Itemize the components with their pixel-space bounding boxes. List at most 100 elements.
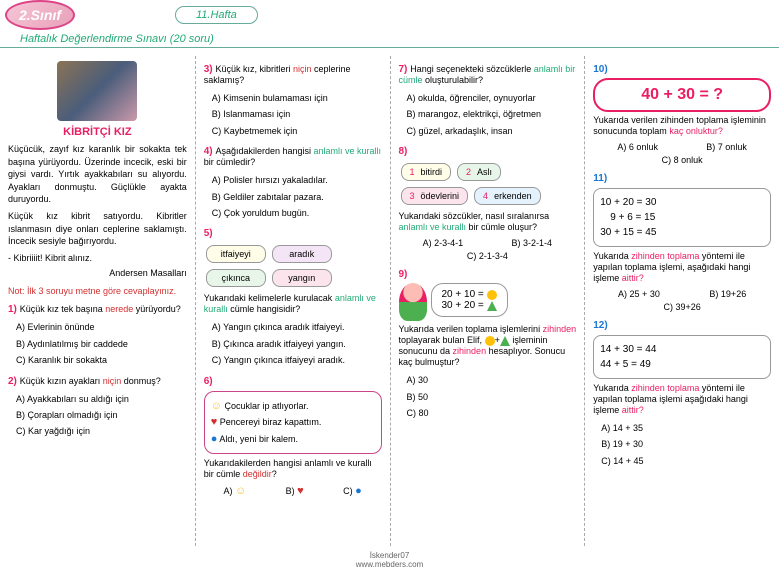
q8-options-ab: A) 2-3-4-1 B) 3-2-1-4 (399, 238, 577, 248)
question-8: 8) 1bitirdi 2Aslı 3ödevlerini 4erkenden … (399, 146, 577, 261)
q4-options: A) Polisler hırsızı yakaladılar. B) Geld… (212, 173, 382, 220)
q9-options: A) 30 B) 50 C) 80 (407, 373, 577, 420)
q6-opt-c: C) ● (343, 485, 362, 497)
subtitle: Haftalık Değerlendirme Sınavı (20 soru) (20, 33, 779, 45)
q4-opt-a: A) Polisler hırsızı yakaladılar. (212, 173, 382, 187)
q2-options: A) Ayakkabıları su aldığı için B) Çorapl… (16, 392, 187, 439)
q5-w4: yangın (272, 269, 332, 287)
question-3: 3) Küçük kız, kibritleri niçin ceplerine… (204, 64, 382, 138)
q5-num: 5) (204, 228, 213, 239)
q10-expr: 40 + 30 = ? (593, 78, 771, 112)
q3-opt-a: A) Kimsenin bulamaması için (212, 91, 382, 105)
q4-opt-c: C) Çok yoruldum bugün. (212, 206, 382, 220)
q9-opt-b: B) 50 (407, 390, 577, 404)
story-title: KİBRİTÇİ KIZ (8, 126, 187, 138)
column-1: KİBRİTÇİ KIZ Küçücük, zayıf kız karanlık… (0, 56, 195, 546)
q1-opt-c: C) Karanlık bir sokakta (16, 353, 187, 367)
header: 2.Sınıf 11.Hafta (0, 0, 779, 30)
q6-text: Yukarıdakilerden hangisi anlamlı ve kura… (204, 458, 372, 479)
q1-options: A) Evlerinin önünde B) Aydınlatılmış bir… (16, 320, 187, 367)
q3-text: Küçük kız, kibritleri niçin ceplerine sa… (204, 64, 351, 85)
story-p1: Küçücük, zayıf kız karanlık bir sokakta … (8, 143, 187, 206)
q7-opt-a: A) okulda, öğrenciler, oynuyorlar (407, 91, 577, 105)
q6-num: 6) (204, 376, 213, 387)
q9-speech: 20 + 10 = 30 + 20 = (431, 283, 508, 317)
q3-opt-b: B) Islanmaması için (212, 107, 382, 121)
q12-l1: 14 + 30 = 44 (600, 342, 764, 357)
q8-opt-a: A) 2-3-4-1 (423, 238, 464, 248)
q6-box: ☺ Çocuklar ip atlıyorlar. ♥ Pencereyi bi… (204, 391, 382, 455)
q7-options: A) okulda, öğrenciler, oynuyorlar B) mar… (407, 91, 577, 138)
q12-opt-b: B) 19 + 30 (601, 437, 771, 451)
q2-opt-b: B) Çorapları olmadığı için (16, 408, 187, 422)
q6-options: A) ☺ B) ♥ C) ● (204, 485, 382, 497)
q8-opt-b: B) 3-2-1-4 (512, 238, 553, 248)
q5-options: A) Yangın çıkınca aradık itfaiyeyi. B) Ç… (212, 320, 382, 367)
question-1: 1) Küçük kız tek başına nerede yürüyordu… (8, 304, 187, 367)
question-4: 4) Aşağıdakilerden hangisi anlamlı ve ku… (204, 146, 382, 220)
q9-l2: 30 + 20 = (442, 300, 497, 311)
q5-w1: itfaiyeyi (206, 245, 266, 263)
q6-opt-a: A) ☺ (223, 485, 246, 497)
footer-url: www.mebders.com (0, 560, 779, 569)
q2-num: 2) (8, 376, 17, 387)
q8-w2: 2Aslı (457, 163, 501, 181)
q9-l1: 20 + 10 = (442, 289, 497, 300)
q8-words: 1bitirdi 2Aslı 3ödevlerini 4erkenden (399, 161, 577, 207)
question-5: 5) itfaiyeyi aradık çıkınca yangın Yukar… (204, 228, 382, 367)
triangle-icon (487, 301, 497, 311)
q6-l1: ☺ Çocuklar ip atlıyorlar. (211, 398, 375, 415)
q7-text: Hangi seçenekteki sözcüklerle anlamlı bi… (399, 64, 576, 85)
column-4: 10) 40 + 30 = ? Yukarıda verilen zihinde… (584, 56, 779, 546)
q5-words: itfaiyeyi aradık çıkınca yangın (204, 243, 382, 289)
question-9: 9) 20 + 10 = 30 + 20 = Yukarıda verilen … (399, 269, 577, 420)
q1-opt-b: B) Aydınlatılmış bir caddede (16, 337, 187, 351)
q12-l2: 44 + 5 = 49 (600, 357, 764, 372)
q11-l2: 9 + 6 = 15 (600, 210, 764, 225)
q7-opt-c: C) güzel, arkadaşlık, insan (407, 124, 577, 138)
q11-l1: 10 + 20 = 30 (600, 195, 764, 210)
q8-w4: 4erkenden (474, 187, 541, 205)
q10-options-ab: A) 6 onluk B) 7 onluk (593, 142, 771, 152)
q6-l2: ♥ Pencereyi biraz kapattım. (211, 414, 375, 431)
q11-l3: 30 + 15 = 45 (600, 225, 764, 240)
q5-opt-a: A) Yangın çıkınca aradık itfaiyeyi. (212, 320, 382, 334)
q12-options: A) 14 + 35 B) 19 + 30 C) 14 + 45 (601, 421, 771, 468)
q5-w3: çıkınca (206, 269, 266, 287)
q9-visual: 20 + 10 = 30 + 20 = (399, 283, 577, 321)
q11-box: 10 + 20 = 30 9 + 6 = 15 30 + 15 = 45 (593, 188, 771, 247)
q3-options: A) Kimsenin bulamaması için B) Islanmama… (212, 91, 382, 138)
footer-author: İskender07 (0, 551, 779, 560)
question-10: 10) 40 + 30 = ? Yukarıda verilen zihinde… (593, 64, 771, 165)
story-author: Andersen Masalları (8, 268, 187, 278)
q11-options-ab: A) 25 + 30 B) 19+26 (593, 289, 771, 299)
q6-opt-b: B) ♥ (286, 485, 304, 497)
column-3: 7) Hangi seçenekteki sözcüklerle anlamlı… (390, 56, 585, 546)
q4-text: Aşağıdakilerden hangisi anlamlı ve kural… (204, 146, 381, 167)
q10-opt-c: C) 8 onluk (593, 155, 771, 165)
q6-l3: ● Aldı, yeni bir kalem. (211, 431, 375, 448)
question-6: 6) ☺ Çocuklar ip atlıyorlar. ♥ Pencereyi… (204, 376, 382, 498)
girl-icon (399, 283, 427, 321)
q8-w3: 3ödevlerini (401, 187, 469, 205)
week-badge: 11.Hafta (175, 6, 258, 24)
q10-opt-a: A) 6 onluk (617, 142, 658, 152)
q5-w2: aradık (272, 245, 332, 263)
q11-text: Yukarıda zihinden toplama yöntemi ile ya… (593, 251, 750, 283)
column-2: 3) Küçük kız, kibritleri niçin ceplerine… (195, 56, 390, 546)
q2-opt-c: C) Kar yağdığı için (16, 424, 187, 438)
q3-opt-c: C) Kaybetmemek için (212, 124, 382, 138)
q11-opt-b: B) 19+26 (709, 289, 746, 299)
question-2: 2) Küçük kızın ayakları niçin donmuş? A)… (8, 376, 187, 439)
circle-icon (487, 290, 497, 300)
q8-text: Yukarıdaki sözcükler, nasıl sıralanırsa … (399, 211, 550, 232)
q9-num: 9) (399, 269, 408, 280)
q11-opt-a: A) 25 + 30 (618, 289, 660, 299)
q9-text: Yukarıda verilen toplama işlemlerini zih… (399, 324, 577, 367)
q8-w1: 1bitirdi (401, 163, 452, 181)
q12-opt-c: C) 14 + 45 (601, 454, 771, 468)
header-divider (0, 47, 779, 48)
q12-text: Yukarıda zihinden toplama yöntemi ile ya… (593, 383, 748, 415)
q4-num: 4) (204, 146, 213, 157)
q12-opt-a: A) 14 + 35 (601, 421, 771, 435)
